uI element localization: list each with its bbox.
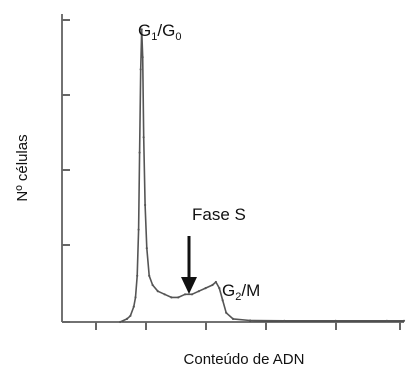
g1-g0-label: G1/G0 — [138, 21, 181, 43]
histogram-point — [141, 56, 144, 59]
histogram-point — [148, 274, 151, 277]
histogram-point — [163, 293, 166, 296]
histogram-point — [218, 287, 221, 290]
histogram-point — [151, 283, 154, 287]
histogram-point — [283, 319, 286, 322]
histogram-point — [385, 319, 388, 322]
histogram-point — [231, 317, 235, 320]
histogram-point — [140, 28, 143, 31]
histogram-point — [225, 311, 228, 314]
histogram-point — [214, 280, 217, 284]
phase-s-label: Fase S — [192, 205, 246, 224]
histogram-point — [136, 274, 139, 277]
histogram-point — [139, 68, 142, 71]
histogram-point — [156, 290, 159, 293]
histogram-series — [119, 28, 406, 324]
histogram-point — [190, 293, 194, 296]
histogram-point — [134, 296, 137, 299]
histogram-point — [142, 136, 145, 139]
phase-s-arrow-icon — [181, 236, 197, 294]
histogram-point — [129, 314, 132, 317]
histogram-point — [204, 287, 207, 290]
histogram-point — [132, 305, 135, 308]
histogram-point — [221, 299, 224, 302]
histogram-point — [138, 151, 141, 154]
y-axis-title: Nº células — [14, 134, 31, 201]
histogram-point — [249, 319, 252, 322]
histogram-point — [177, 296, 180, 299]
histogram-point — [144, 203, 147, 207]
histogram-point — [197, 290, 200, 293]
histogram-point — [184, 293, 187, 296]
histogram-point — [334, 319, 337, 322]
g2-m-label: G2/M — [222, 281, 260, 303]
histogram-point — [211, 283, 214, 287]
histogram-point — [137, 228, 140, 231]
histogram-point — [125, 317, 129, 320]
histogram-point — [119, 320, 122, 324]
histogram-point — [145, 247, 148, 250]
histogram-line-0 — [119, 28, 404, 323]
x-axis-ticks — [95, 322, 401, 330]
histogram-point — [402, 319, 406, 322]
y-axis-ticks — [62, 19, 70, 323]
x-axis-title: Conteúdo de ADN — [184, 351, 305, 368]
histogram-point — [170, 296, 173, 299]
